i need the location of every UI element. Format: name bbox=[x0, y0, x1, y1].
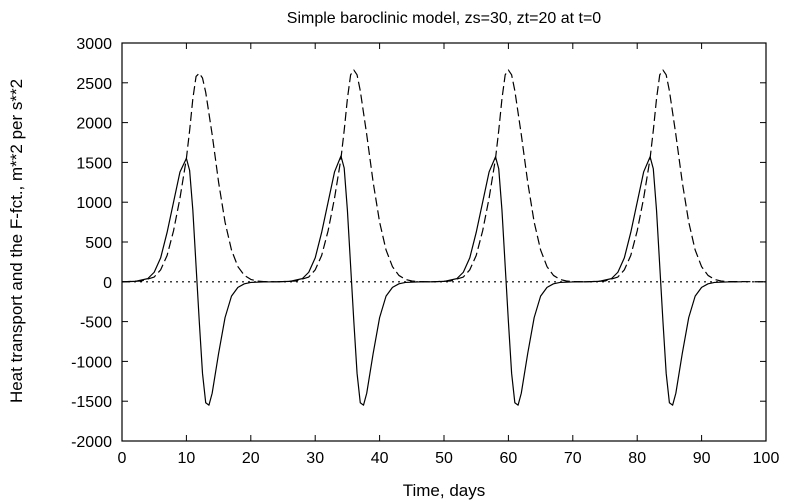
y-tick-label: 3000 bbox=[76, 36, 112, 53]
x-tick-label: 0 bbox=[118, 450, 127, 467]
x-tick-label: 60 bbox=[500, 450, 518, 467]
y-tick-label: 0 bbox=[103, 275, 112, 292]
series-line-solid bbox=[585, 156, 741, 406]
plot-area: 0 10 20 30 40 50 60 70 80 90 100 3000 2500 2000 1500 10… bbox=[71, 36, 779, 467]
y-axis-label: Heat transport and the F-fct., m**2 per … bbox=[7, 79, 26, 403]
x-tick-label: 20 bbox=[242, 450, 260, 467]
series-line-solid bbox=[121, 157, 277, 406]
x-tick-label: 100 bbox=[753, 450, 780, 467]
x-tick-label: 50 bbox=[435, 450, 453, 467]
y-tick-label: 2000 bbox=[76, 116, 112, 133]
y-tick-label: 500 bbox=[85, 235, 112, 252]
y-tick-label: -500 bbox=[80, 315, 112, 332]
y-tick-label: -1500 bbox=[71, 394, 112, 411]
y-tick-label: 1500 bbox=[76, 155, 112, 172]
plot-frame bbox=[121, 42, 767, 442]
x-tick-label: 40 bbox=[371, 450, 389, 467]
x-tick-label: 90 bbox=[693, 450, 711, 467]
y-tick-label: -1000 bbox=[71, 354, 112, 371]
x-tick-label: 70 bbox=[564, 450, 582, 467]
x-axis-label: Time, days bbox=[403, 481, 486, 500]
series-line-dashed bbox=[276, 69, 432, 283]
series-line-solid bbox=[431, 156, 586, 406]
series-line-dashed bbox=[431, 69, 586, 283]
y-tick-label: 2500 bbox=[76, 76, 112, 93]
chart-title: Simple baroclinic model, zs=30, zt=20 at… bbox=[287, 10, 601, 27]
x-tick-label: 10 bbox=[178, 450, 196, 467]
x-tick-label: 30 bbox=[306, 450, 324, 467]
series-line-dashed bbox=[121, 72, 277, 283]
y-tick-label: 1000 bbox=[76, 195, 112, 212]
series-line-solid bbox=[276, 155, 432, 406]
x-tick-label: 80 bbox=[628, 450, 646, 467]
series-line-dashed bbox=[585, 69, 767, 283]
y-tick-label: -2000 bbox=[71, 434, 112, 451]
